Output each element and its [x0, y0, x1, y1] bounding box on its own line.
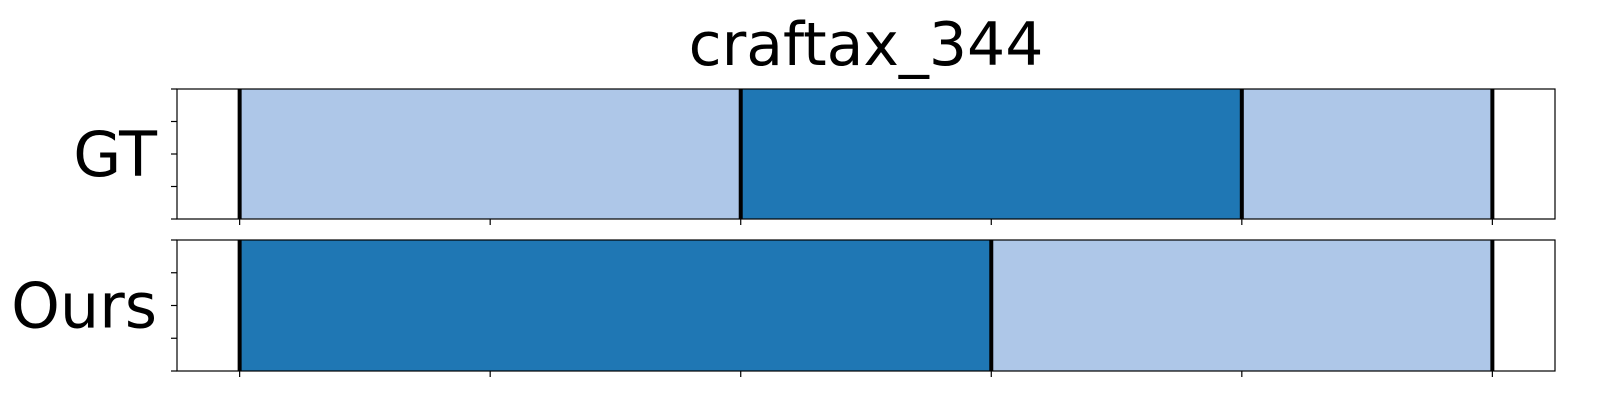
- row-label-gt: GT: [73, 118, 158, 191]
- segment-gt-1: [740, 89, 1242, 219]
- row-label-ours: Ours: [11, 270, 157, 343]
- chart-title: craftax_344: [689, 10, 1044, 80]
- segment-ours-0: [239, 240, 992, 371]
- segment-ours-1: [991, 240, 1493, 371]
- segment-gt-2: [1241, 89, 1493, 219]
- segment-gt-0: [239, 89, 741, 219]
- chart-rows: GT Ours: [11, 88, 1556, 377]
